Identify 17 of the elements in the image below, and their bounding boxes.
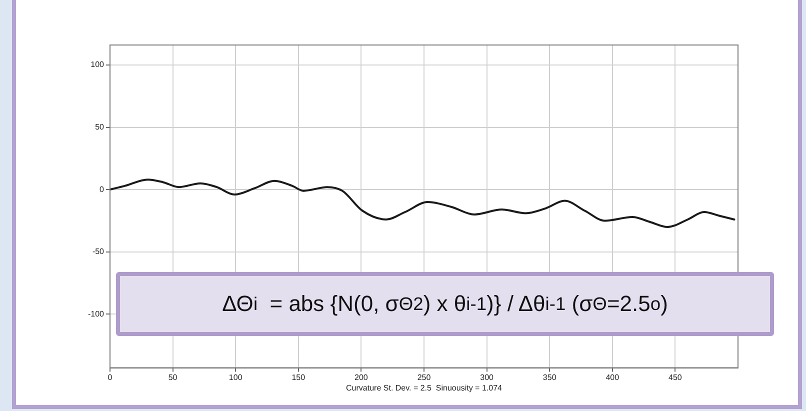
y-tick-label: -50 [92,247,105,256]
y-tick-label: 50 [95,122,105,132]
line-series [110,178,736,228]
y-tick-label: 0 [100,184,105,194]
x-tick-label: 400 [606,372,620,382]
x-tick-label: 300 [480,372,494,382]
x-tick-label: 100 [228,372,243,382]
x-tick-label: 50 [168,372,178,382]
x-axis-title: Curvature St. Dev. = 2.5 Sinuousity = 1.074 [346,383,503,392]
x-tick-label: 0 [108,372,113,382]
x-tick-label: 450 [668,372,682,382]
y-tick-label: 100 [90,60,105,70]
x-tick-label: 350 [542,372,557,382]
x-tick-label: 150 [292,372,306,382]
y-tick-label: -100 [88,309,105,318]
x-tick-label: 250 [417,372,432,382]
x-tick-label: 200 [354,372,368,382]
